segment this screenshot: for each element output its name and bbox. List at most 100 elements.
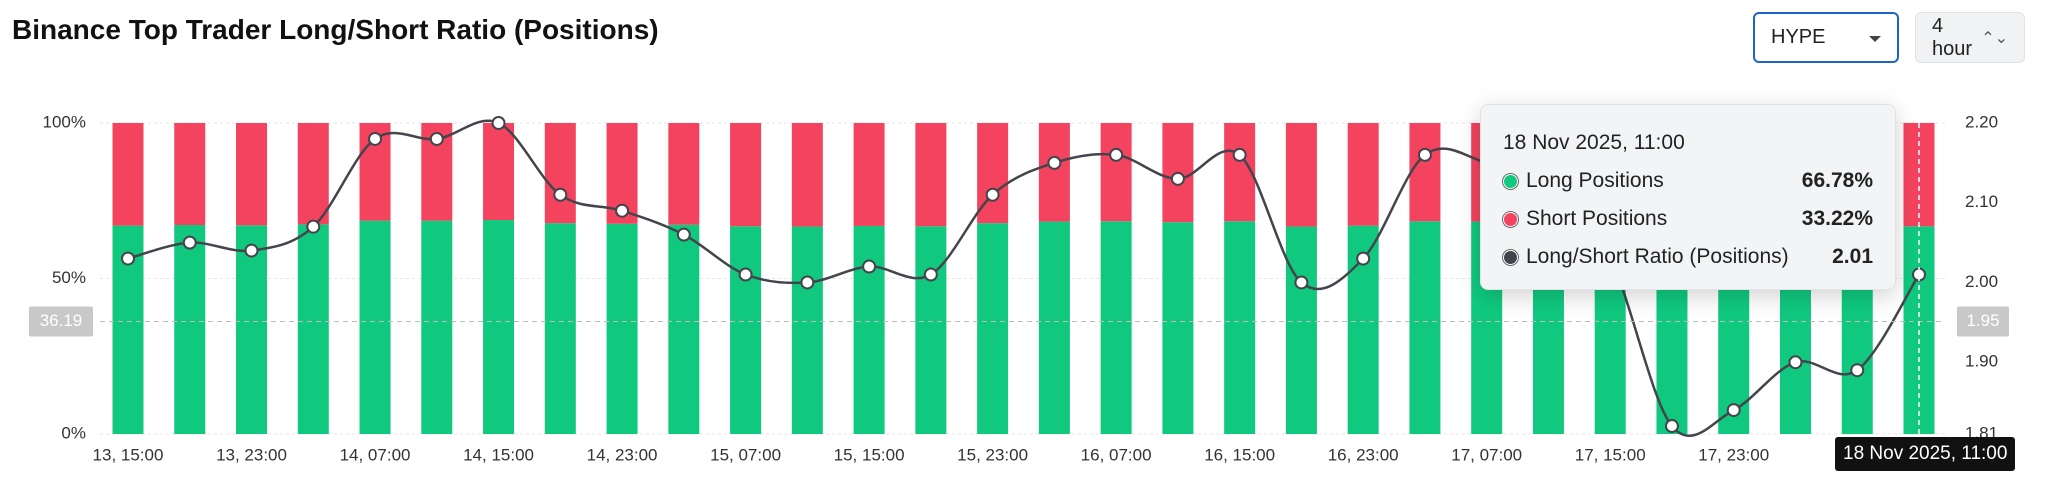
bar-segment <box>1903 123 1935 227</box>
ratio-point <box>1664 419 1679 434</box>
tooltip-series-name: Long Positions <box>1526 169 1664 192</box>
bar-segment <box>1100 123 1132 222</box>
bar-segment <box>1100 221 1132 434</box>
y2-tick-label: 1.90 <box>1965 352 1998 371</box>
x-tick-label: 14, 07:00 <box>340 445 411 464</box>
bar-segment <box>730 226 762 434</box>
bar-segment <box>483 123 515 221</box>
tooltip-series-name: Short Positions <box>1526 207 1668 230</box>
crosshair-y-box <box>29 306 93 337</box>
ratio-point <box>862 259 877 274</box>
bar-segment <box>1038 221 1070 434</box>
crosshair-y2-label: 1.95 <box>1966 311 1999 330</box>
ratio-point <box>121 251 135 266</box>
tooltip-value: 2.01 <box>1832 245 1873 268</box>
ratio-point <box>244 243 259 258</box>
tooltip-value: 66.78% <box>1801 169 1873 192</box>
ratio-point <box>1232 147 1247 162</box>
ratio-point <box>800 275 815 290</box>
bar-segment <box>853 225 885 434</box>
x-tick-label: 13, 15:00 <box>93 445 164 464</box>
ratio-point <box>923 267 938 282</box>
bar-segment <box>791 226 823 434</box>
tooltip-title: 18 Nov 2025, 11:00 <box>1503 131 1685 154</box>
tooltip-row: Short Positions 33.22% <box>1503 207 1873 231</box>
ratio-point <box>1170 171 1185 186</box>
x-tick-label: 17, 23:00 <box>1698 445 1769 464</box>
x-tick-label: 14, 23:00 <box>587 445 658 464</box>
ratio-point <box>491 116 506 130</box>
bar-segment <box>606 223 638 434</box>
bar-segment <box>544 123 576 224</box>
bar-segment <box>1285 226 1317 434</box>
ratio-point <box>1788 355 1803 370</box>
bar-segment <box>1409 123 1441 222</box>
ratio-point <box>738 267 753 282</box>
ratio-point <box>676 227 691 242</box>
x-tick-label: 15, 15:00 <box>834 445 905 464</box>
y2-tick-label: 2.10 <box>1965 192 1998 211</box>
tooltip-series-name: Long/Short Ratio (Positions) <box>1526 245 1789 268</box>
interval-label: 4 hour <box>1932 14 1973 60</box>
bar-segment <box>112 123 144 226</box>
ratio-point <box>1726 403 1741 418</box>
y2-tick-label: 2.00 <box>1965 272 1998 291</box>
ratio-point <box>615 203 630 218</box>
crosshair-y2-box <box>1957 306 2009 337</box>
y2-tick-label: 2.20 <box>1965 112 1998 131</box>
bar-segment <box>1409 221 1441 434</box>
symbol-select[interactable]: HYPE <box>1753 12 1899 63</box>
bar-segment <box>1038 123 1070 222</box>
ratio-point <box>1850 363 1865 378</box>
bar-segment <box>1224 221 1256 434</box>
bar-segment <box>236 225 268 434</box>
y-tick-label: 50% <box>52 268 86 287</box>
tooltip-value: 33.22% <box>1801 207 1873 230</box>
tooltip-row: Long/Short Ratio (Positions) 2.01 <box>1503 245 1873 269</box>
x-tick-label: 16, 23:00 <box>1328 445 1399 464</box>
ratio-point <box>182 235 197 250</box>
interval-select[interactable]: 4 hour ⌃⌄ <box>1915 12 2025 63</box>
bar-segment <box>297 123 329 225</box>
ratio-point <box>1109 147 1124 162</box>
x-tick-label: 17, 15:00 <box>1575 445 1646 464</box>
ratio-point <box>1294 275 1309 290</box>
x-tick-label: 15, 23:00 <box>957 445 1028 464</box>
bar-segment <box>1347 123 1379 226</box>
ratio-point <box>1356 251 1371 266</box>
bar-segment <box>977 223 1009 434</box>
ratio-point <box>985 187 1000 202</box>
x-tick-label: 15, 07:00 <box>710 445 781 464</box>
bar-segment <box>359 220 391 434</box>
ratio-point <box>1417 147 1432 162</box>
bar-segment <box>544 223 576 434</box>
ratio-point <box>553 187 568 202</box>
tooltip: 18 Nov 2025, 11:00 Long Positions 66.78% S… <box>1480 104 1896 290</box>
x-tick-label: 13, 23:00 <box>216 445 287 464</box>
x-tick-label: 16, 15:00 <box>1204 445 1275 464</box>
crosshair-y-label: 36.19 <box>40 311 83 330</box>
bar-segment <box>236 123 268 226</box>
bar-segment <box>853 123 885 226</box>
tooltip-swatch <box>1503 211 1518 227</box>
y-tick-label: 100% <box>43 112 86 131</box>
bar-segment <box>174 123 206 226</box>
bar-segment <box>668 123 700 225</box>
y-tick-label: 0% <box>61 423 86 442</box>
ratio-point <box>368 131 383 146</box>
bar-segment <box>421 220 453 434</box>
crosshair-x-label: 18 Nov 2025, 11:00 <box>1835 437 2016 471</box>
bar-segment <box>1162 222 1194 434</box>
ratio-point <box>306 219 321 234</box>
chart-title: Binance Top Trader Long/Short Ratio (Pos… <box>12 14 659 45</box>
bar-segment <box>1224 123 1256 222</box>
bar-segment <box>297 224 329 434</box>
ratio-point <box>1047 155 1062 170</box>
x-tick-label: 17, 07:00 <box>1451 445 1522 464</box>
bar-segment <box>174 225 206 434</box>
tooltip-swatch <box>1503 173 1518 189</box>
bar-segment <box>730 123 762 227</box>
bar-segment <box>915 123 947 227</box>
